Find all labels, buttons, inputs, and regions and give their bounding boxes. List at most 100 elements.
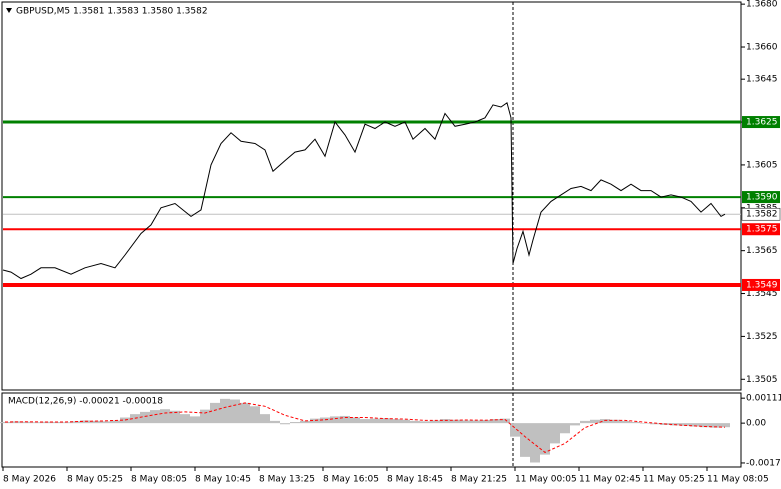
y-tick-label: 0.00 bbox=[746, 419, 766, 429]
macd-bar bbox=[360, 419, 370, 424]
x-tick-label: 11 May 02:45 bbox=[579, 475, 641, 485]
x-tick-label: 8 May 08:05 bbox=[131, 475, 187, 485]
macd-bar bbox=[270, 420, 280, 424]
level-label: 1.3625 bbox=[746, 118, 778, 128]
y-tick-label: 1.3505 bbox=[746, 375, 778, 385]
macd-bar bbox=[350, 417, 360, 424]
main-panel bbox=[1, 1, 742, 391]
macd-bar bbox=[380, 418, 390, 424]
macd-bar bbox=[260, 414, 270, 424]
macd-bar bbox=[650, 423, 660, 425]
macd-bar bbox=[60, 422, 70, 424]
macd-bar bbox=[160, 409, 170, 424]
macd-bar bbox=[440, 419, 450, 424]
macd-bar bbox=[230, 399, 240, 424]
macd-panel bbox=[1, 392, 742, 468]
macd-bar bbox=[630, 422, 640, 424]
chart-title: GBPUSD,M5 1.3581 1.3583 1.3580 1.3582 bbox=[16, 7, 208, 17]
macd-bar bbox=[180, 414, 190, 424]
x-tick-label: 11 May 05:25 bbox=[643, 475, 705, 485]
level-label: 1.3590 bbox=[746, 193, 778, 203]
y-tick-label: 1.3605 bbox=[746, 160, 778, 170]
macd-bar bbox=[310, 418, 320, 424]
x-tick-label: 8 May 21:25 bbox=[451, 475, 507, 485]
y-tick-label: 1.3645 bbox=[746, 75, 778, 85]
macd-bar bbox=[300, 420, 310, 424]
macd-bar bbox=[580, 420, 590, 424]
macd-bar bbox=[620, 420, 630, 424]
level-label-box bbox=[742, 223, 780, 236]
last-price-label: 1.3582 bbox=[746, 210, 778, 220]
x-tick-label: 8 May 10:45 bbox=[195, 475, 251, 485]
macd-bar bbox=[550, 423, 560, 444]
y-tick-label: 1.3525 bbox=[746, 332, 778, 342]
y-tick-label: 1.3660 bbox=[746, 43, 778, 53]
macd-bar bbox=[140, 411, 150, 424]
macd-bar bbox=[430, 420, 440, 424]
level-label-box bbox=[742, 278, 780, 291]
macd-bar bbox=[720, 423, 730, 428]
x-tick-label: 8 May 2026 bbox=[3, 475, 56, 485]
macd-bar bbox=[210, 402, 220, 424]
macd-bar bbox=[400, 419, 410, 424]
macd-bar bbox=[330, 416, 340, 424]
macd-bar bbox=[10, 421, 20, 424]
macd-bar bbox=[460, 420, 470, 424]
macd-bar bbox=[690, 423, 700, 427]
macd-bar bbox=[520, 423, 530, 457]
macd-bar bbox=[450, 419, 460, 424]
macd-bar bbox=[0, 422, 10, 424]
y-tick-label: -0.00177 bbox=[746, 458, 781, 468]
macd-bar bbox=[560, 423, 570, 434]
macd-bar bbox=[110, 420, 120, 424]
macd-bar bbox=[80, 420, 90, 424]
macd-bar bbox=[640, 423, 650, 424]
y-tick-label: 1.3680 bbox=[746, 0, 778, 10]
macd-title: MACD(12,26,9) -0.00021 -0.00018 bbox=[8, 397, 163, 407]
x-tick-label: 8 May 18:45 bbox=[387, 475, 443, 485]
macd-bar bbox=[680, 423, 690, 426]
last-price-box bbox=[741, 207, 781, 221]
macd-bar bbox=[20, 421, 30, 424]
macd-bar bbox=[100, 421, 110, 424]
menu-triangle bbox=[6, 8, 12, 13]
macd-bar bbox=[30, 422, 40, 424]
macd-bar bbox=[390, 419, 400, 424]
macd-bar bbox=[420, 421, 430, 424]
macd-bar bbox=[200, 409, 210, 424]
macd-bar bbox=[290, 422, 300, 424]
macd-bar bbox=[320, 417, 330, 424]
y-tick-label: 1.3565 bbox=[746, 246, 778, 256]
macd-bar bbox=[250, 406, 260, 424]
x-tick-label: 8 May 16:05 bbox=[323, 475, 379, 485]
macd-bar bbox=[150, 410, 160, 424]
x-tick-label: 8 May 13:25 bbox=[259, 475, 315, 485]
macd-bar bbox=[50, 422, 60, 424]
macd-bar bbox=[370, 418, 380, 424]
macd-bar bbox=[340, 415, 350, 424]
macd-bar bbox=[500, 418, 510, 424]
macd-bar bbox=[480, 419, 490, 424]
macd-bar bbox=[710, 423, 720, 428]
macd-bar bbox=[220, 398, 230, 424]
macd-bar bbox=[540, 423, 550, 455]
macd-bar bbox=[570, 423, 580, 426]
macd-bar bbox=[470, 420, 480, 424]
macd-bar bbox=[530, 423, 540, 463]
price-line bbox=[2, 101, 726, 280]
level-label-box bbox=[742, 191, 780, 204]
y-tick-label: 0.00111 bbox=[746, 394, 781, 404]
x-tick-label: 11 May 00:05 bbox=[515, 475, 577, 485]
macd-bar bbox=[170, 410, 180, 424]
level-label: 1.3575 bbox=[746, 225, 778, 235]
level-label-box bbox=[742, 116, 780, 129]
x-tick-label: 8 May 05:25 bbox=[67, 475, 123, 485]
level-label: 1.3549 bbox=[746, 280, 778, 290]
macd-bar bbox=[700, 423, 710, 428]
macd-bar bbox=[280, 423, 290, 425]
macd-bar bbox=[240, 402, 250, 424]
macd-bar bbox=[70, 421, 80, 424]
macd-bar bbox=[610, 419, 620, 424]
